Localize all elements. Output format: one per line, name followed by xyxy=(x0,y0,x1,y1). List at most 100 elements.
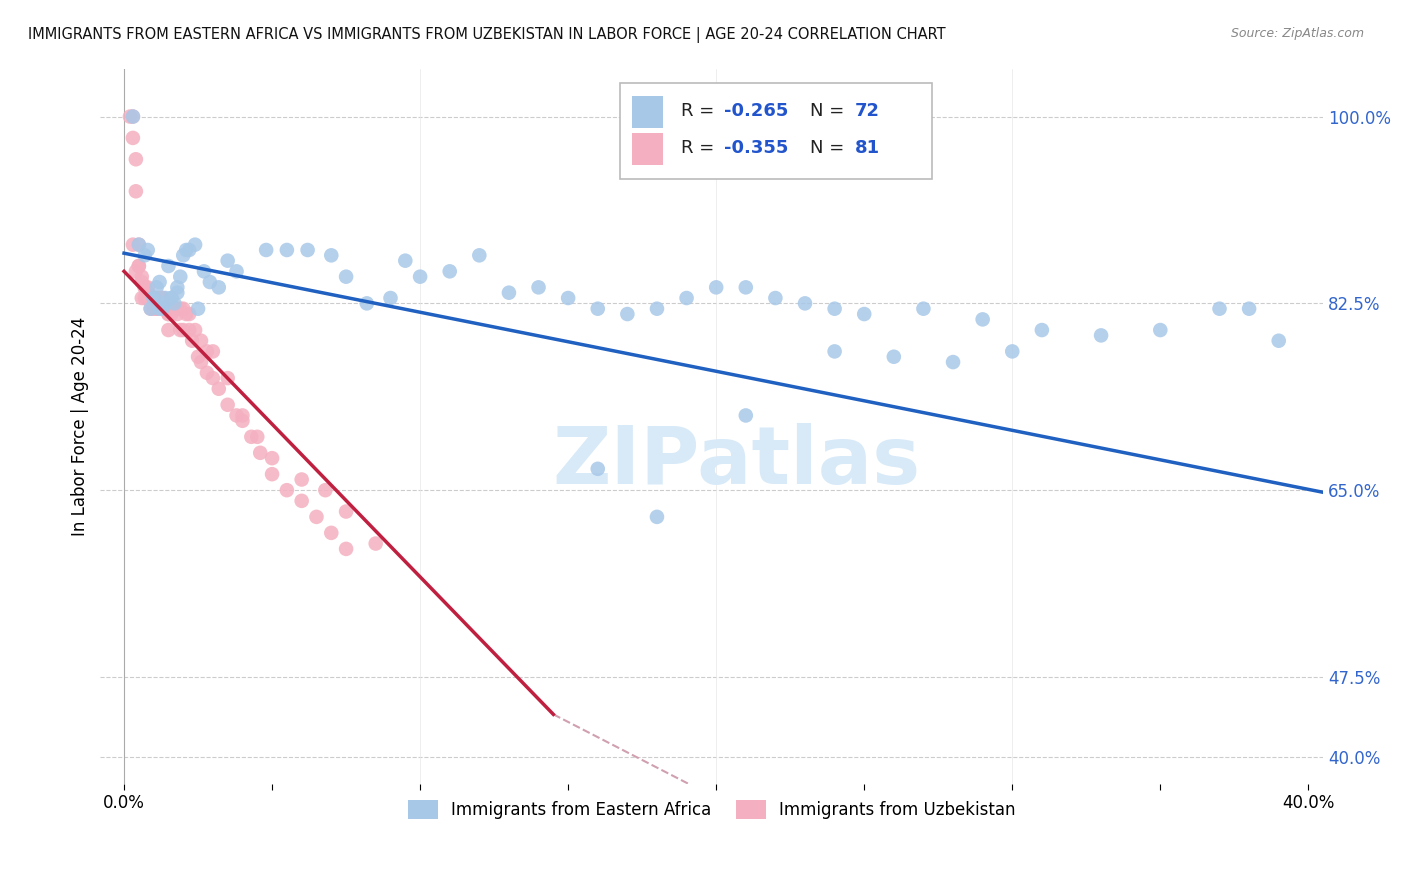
Point xyxy=(883,350,905,364)
Point xyxy=(139,301,162,316)
Point xyxy=(136,285,159,300)
Point xyxy=(557,291,579,305)
Point xyxy=(734,280,756,294)
Point xyxy=(335,541,357,556)
Point xyxy=(198,275,221,289)
Point xyxy=(794,296,817,310)
Point xyxy=(128,259,150,273)
Point xyxy=(645,509,668,524)
Point xyxy=(734,409,756,423)
Point xyxy=(136,280,159,294)
Point xyxy=(134,291,156,305)
Point xyxy=(231,414,253,428)
Point xyxy=(187,350,209,364)
Point xyxy=(291,493,314,508)
Legend: Immigrants from Eastern Africa, Immigrants from Uzbekistan: Immigrants from Eastern Africa, Immigran… xyxy=(401,793,1022,825)
Point xyxy=(166,280,188,294)
Point xyxy=(1149,323,1171,337)
Point xyxy=(152,301,174,316)
Point xyxy=(356,296,378,310)
Point xyxy=(704,280,727,294)
Point xyxy=(763,291,786,305)
Text: R =: R = xyxy=(681,139,720,157)
Point xyxy=(179,323,201,337)
Point xyxy=(136,243,159,257)
FancyBboxPatch shape xyxy=(633,95,662,128)
Point xyxy=(152,291,174,305)
Point xyxy=(155,296,177,310)
Point xyxy=(498,285,520,300)
Point xyxy=(231,409,253,423)
Text: R =: R = xyxy=(681,102,720,120)
Point xyxy=(246,430,269,444)
Point xyxy=(128,237,150,252)
Point xyxy=(145,301,167,316)
Point xyxy=(179,307,201,321)
Point xyxy=(225,409,247,423)
Point xyxy=(675,291,697,305)
Point xyxy=(155,301,177,316)
Point xyxy=(118,110,141,124)
Point xyxy=(122,110,145,124)
Point xyxy=(163,296,186,310)
Point xyxy=(131,275,153,289)
Point xyxy=(160,291,183,305)
Point xyxy=(157,259,180,273)
Point xyxy=(305,509,328,524)
Point xyxy=(217,398,239,412)
Point xyxy=(184,237,207,252)
Text: IMMIGRANTS FROM EASTERN AFRICA VS IMMIGRANTS FROM UZBEKISTAN IN LABOR FORCE | AG: IMMIGRANTS FROM EASTERN AFRICA VS IMMIGR… xyxy=(28,27,946,43)
Text: N =: N = xyxy=(810,139,849,157)
Point xyxy=(201,371,224,385)
Point xyxy=(148,275,170,289)
Point xyxy=(160,307,183,321)
Point xyxy=(187,301,209,316)
Point xyxy=(157,307,180,321)
Point xyxy=(249,446,271,460)
Point xyxy=(166,301,188,316)
Point xyxy=(128,237,150,252)
Point xyxy=(145,291,167,305)
Point xyxy=(134,280,156,294)
Point xyxy=(208,280,231,294)
Text: Source: ZipAtlas.com: Source: ZipAtlas.com xyxy=(1230,27,1364,40)
Point xyxy=(364,536,387,550)
Point xyxy=(616,307,638,321)
Point xyxy=(122,131,145,145)
Point xyxy=(157,307,180,321)
Point xyxy=(181,334,204,348)
Point xyxy=(394,253,416,268)
Point xyxy=(972,312,994,326)
Point xyxy=(174,243,197,257)
Text: -0.355: -0.355 xyxy=(724,139,789,157)
Point xyxy=(1208,301,1230,316)
Point xyxy=(853,307,876,321)
Point xyxy=(468,248,491,262)
Point xyxy=(148,296,170,310)
Point xyxy=(152,291,174,305)
Point xyxy=(225,264,247,278)
Point xyxy=(125,153,148,167)
Point xyxy=(155,301,177,316)
Point xyxy=(166,285,188,300)
Point xyxy=(1090,328,1112,343)
Point xyxy=(172,301,194,316)
Point xyxy=(166,307,188,321)
Point xyxy=(122,110,145,124)
Y-axis label: In Labor Force | Age 20-24: In Labor Force | Age 20-24 xyxy=(72,317,89,536)
Point xyxy=(142,291,165,305)
Point xyxy=(142,291,165,305)
Point xyxy=(1237,301,1260,316)
Point xyxy=(148,291,170,305)
Point xyxy=(160,301,183,316)
Point xyxy=(586,462,609,476)
Point xyxy=(139,291,162,305)
Point xyxy=(193,264,215,278)
Point xyxy=(152,301,174,316)
Point xyxy=(380,291,402,305)
Point xyxy=(184,323,207,337)
Point xyxy=(409,269,432,284)
Point xyxy=(645,301,668,316)
Point xyxy=(169,269,191,284)
Point xyxy=(169,323,191,337)
